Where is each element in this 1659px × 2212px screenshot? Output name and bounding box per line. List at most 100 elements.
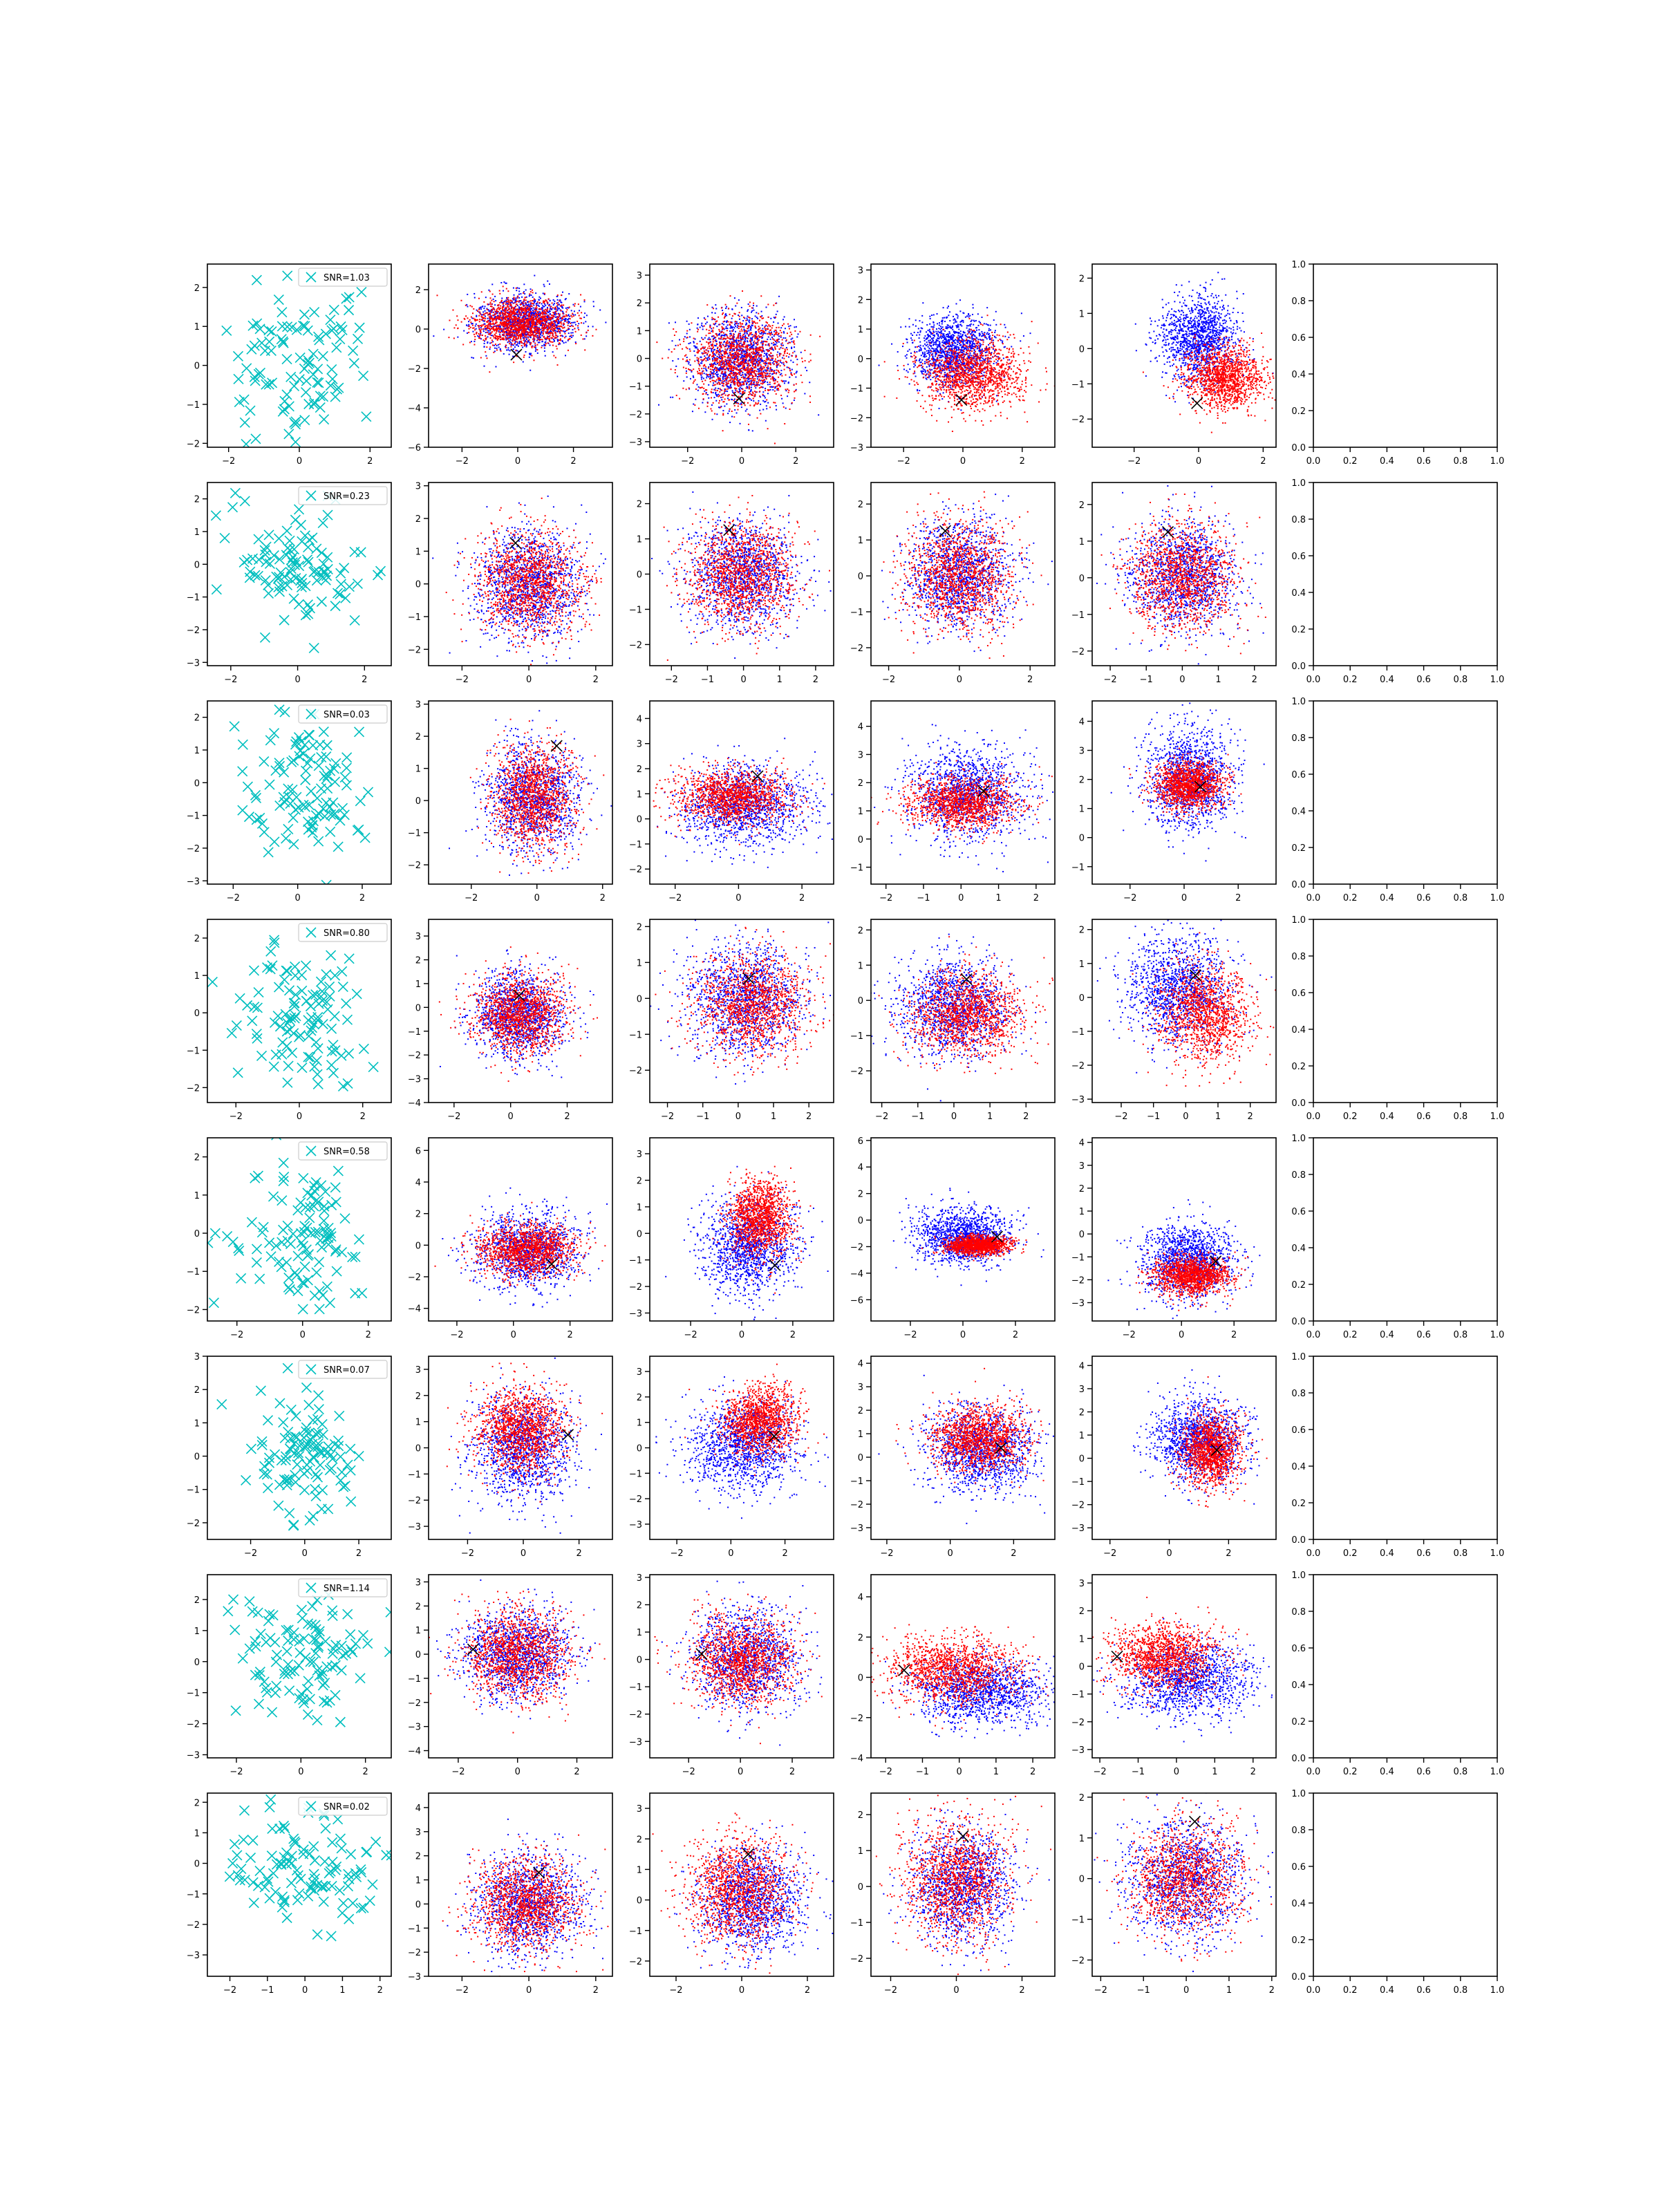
red-point [676,395,677,396]
red-point [756,334,757,335]
red-point [536,320,538,321]
red-point [765,376,766,377]
red-point [745,377,747,379]
red-point [738,328,740,329]
blue-point [748,429,749,431]
red-point [553,323,554,324]
red-point [487,303,488,305]
red-point [534,330,536,332]
blue-point [722,323,723,324]
red-point [511,308,512,309]
red-point [773,305,774,306]
blue-point [718,350,719,351]
red-point [766,328,767,330]
blue-point [467,332,468,334]
red-point [723,350,724,352]
blue-point [526,345,527,346]
red-point [756,350,758,352]
blue-point [689,348,691,350]
red-point [784,365,785,366]
blue-point [543,344,545,346]
red-point [740,324,742,325]
red-point [758,335,760,337]
red-point [512,321,513,322]
blue-point [488,309,489,310]
blue-point [555,317,556,318]
red-point [533,303,534,304]
red-point [697,373,699,374]
blue-point [773,344,774,346]
red-point [538,329,540,330]
blue-point [739,388,740,390]
red-point [524,355,525,356]
blue-point [720,375,721,377]
red-point [747,382,748,384]
blue-point [468,321,469,322]
blue-point [468,324,469,326]
red-point [491,317,492,319]
red-point [542,325,543,326]
red-point [518,338,519,339]
red-point [452,310,453,311]
blue-point [554,301,555,302]
blue-point [758,357,760,359]
blue-point [794,326,795,328]
red-point [753,383,754,384]
red-point [753,352,755,353]
red-point [780,335,782,337]
red-point [794,397,795,399]
red-point [517,308,518,310]
blue-point [568,329,569,330]
red-point [523,308,524,310]
red-point [778,371,779,372]
red-point [562,313,563,315]
red-point [526,321,527,322]
blue-point [541,341,543,342]
red-point [752,365,753,366]
red-point [481,291,482,292]
red-point [507,310,508,311]
red-point [543,310,545,311]
red-point [761,358,762,359]
red-point [725,382,727,383]
blue-point [720,397,722,398]
blue-point [530,337,532,338]
blue-point [569,316,570,317]
y-tick-label: 1 [194,322,200,332]
red-point [735,313,736,315]
red-point [688,387,690,388]
red-point [495,314,496,315]
blue-point [736,412,738,413]
red-point [766,399,767,400]
blue-point [484,343,485,344]
red-point [529,313,530,315]
red-point [715,389,716,391]
blue-point [756,331,757,332]
blue-point [525,351,526,353]
red-point [480,325,481,326]
red-point [788,367,789,368]
blue-point [545,305,546,306]
blue-point [677,358,679,359]
blue-point [527,311,529,312]
red-point [698,358,700,359]
blue-point [718,374,719,375]
blue-point [765,381,766,382]
red-point [759,391,760,392]
red-point [722,380,723,382]
red-point [547,338,549,339]
blue-point [718,388,719,389]
blue-point [515,297,516,299]
red-point [524,343,525,344]
blue-point [477,335,478,337]
red-point [748,424,749,425]
blue-point [788,382,789,384]
blue-point [506,283,507,284]
y-tick-label: −6 [408,443,421,453]
blue-point [721,399,722,400]
red-point [531,346,532,347]
red-point [739,354,740,355]
blue-point [565,330,566,332]
blue-point [783,331,785,332]
